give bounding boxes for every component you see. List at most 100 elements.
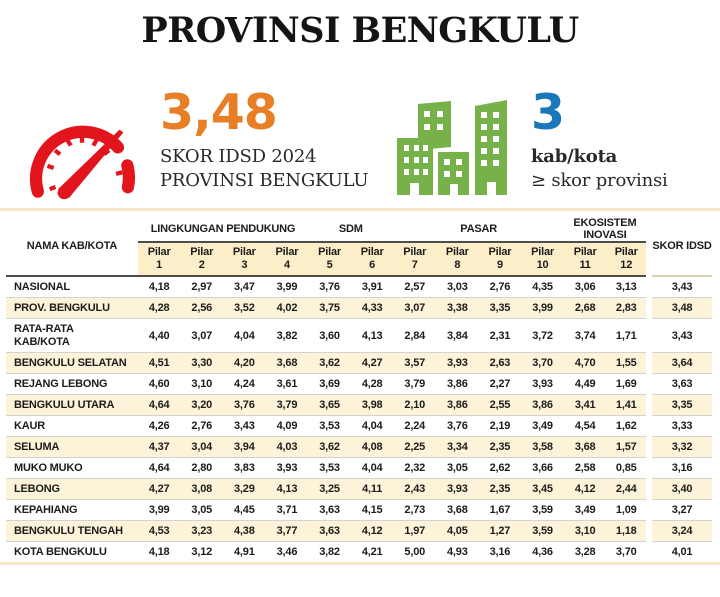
pilar-8-value: 3,03: [436, 276, 479, 298]
skor-idsd-value: 3,24: [646, 520, 712, 542]
pilar-6-value: 4,04: [350, 457, 394, 479]
pilar-3-value: 4,04: [223, 318, 266, 353]
pilar-2-value: 3,12: [191, 546, 213, 558]
pilar-10-value: 3,86: [521, 394, 564, 416]
pilar-4-value: 3,46: [276, 546, 298, 558]
pilar-8-value: 3,86: [436, 394, 479, 416]
pilar-6-value: 4,04: [350, 415, 394, 437]
table-body: NASIONAL 4,18 2,97 3,47 3,99 3,76 3,91 2,57 3,03…: [6, 276, 712, 562]
skor-idsd-value: 3,35: [646, 394, 712, 416]
pilar-8-value: 3,05: [436, 457, 479, 479]
table-row: LEBONG 4,27 3,08 3,29 4,13 3,25 4,11 2,43 3,93 2,…: [6, 478, 712, 500]
pilar-6-value: 4,08: [350, 436, 394, 458]
skor-idsd-value: 3,64: [646, 352, 712, 374]
kpi-band: 3,48 SKOR IDSD 2024 PROVINSI BENGKULU: [0, 85, 720, 205]
pilar-9-value: 2,35: [478, 478, 522, 500]
pilar-7-value: 2,73: [393, 499, 437, 521]
pilar-9-value: 2,19: [478, 415, 522, 437]
pilar-8-value: 3,84: [436, 318, 479, 353]
pilar-10-value: 3,70: [521, 352, 564, 374]
skor-idsd-value: 3,16: [646, 457, 712, 479]
pilar-4-value: 3,82: [265, 318, 309, 353]
kabkota-caption-line1: kab/kota: [531, 146, 618, 167]
pilar-4-value: 4,02: [265, 297, 309, 319]
pilar-1-value: 4,37: [137, 436, 181, 458]
pilar-4-value: 4,13: [265, 478, 309, 500]
pilar-2-value: 3,05: [180, 499, 224, 521]
pilar-5-value: 3,63: [308, 520, 351, 542]
table-row: KEPAHIANG 3,99 3,05 4,45 3,71 3,63 4,15 2,73 3,6…: [6, 499, 712, 521]
row-name: BENGKULU SELATAN: [6, 352, 138, 374]
table-header: NAMA KAB/KOTA LINGKUNGAN PENDUKUNG SDM PASA…: [6, 216, 712, 277]
pilar-7-value: 2,84: [393, 318, 437, 353]
table-row: SELUMA 4,37 3,04 3,94 4,03 3,62 4,08 2,25 3,34 2,…: [6, 436, 712, 458]
pilar-2-value: 3,07: [180, 318, 224, 353]
pilar-1-value: 4,26: [137, 415, 181, 437]
pilar-8-value: 3,38: [436, 297, 479, 319]
pilar-11-value: 3,10: [563, 520, 607, 542]
pilar-6-value: 4,33: [350, 297, 394, 319]
pilar-12-value: 1,41: [606, 394, 650, 416]
table-bottom-divider: [0, 562, 720, 565]
pilar-2-value: 3,23: [180, 520, 224, 542]
pilar-3-value: 4,38: [223, 520, 266, 542]
row-name: REJANG LEBONG: [6, 373, 138, 395]
pilar-6-value: 4,12: [350, 520, 394, 542]
table-row: BENGKULU TENGAH 4,53 3,23 4,38 3,77 3,63 4,12 1…: [6, 520, 712, 542]
kabkota-caption-line2: ≥ skor provinsi: [531, 170, 668, 191]
table-header-pilar-10: Pilar 10: [521, 241, 564, 277]
pilar-5-value: 3,63: [308, 499, 351, 521]
table-row: MUKO MUKO 4,64 2,80 3,83 3,93 3,53 4,04 2,32 3,0…: [6, 457, 712, 479]
table-top-divider: [0, 208, 720, 211]
pilar-12-value: 1,09: [606, 499, 650, 521]
pilar-3-value: 3,94: [223, 436, 266, 458]
pilar-5-value: 3,69: [308, 373, 351, 395]
pilar-5-value: 3,53: [308, 415, 351, 437]
pilar-11-value: 4,12: [563, 478, 607, 500]
pilar-7-value: 3,07: [393, 297, 437, 319]
pilar-11-value: 3,49: [563, 499, 607, 521]
pilar-2-value: 3,08: [180, 478, 224, 500]
pilar-9-value: 2,31: [478, 318, 522, 353]
pilar-5-value: 3,82: [319, 546, 340, 558]
row-name: KOTA BENGKULU: [14, 545, 107, 558]
skor-idsd-value: 3,27: [646, 499, 712, 521]
pilar-1-value: 4,64: [137, 457, 181, 479]
pilar-5-value: 3,25: [308, 478, 351, 500]
idsd-score-block: 3,48 SKOR IDSD 2024 PROVINSI BENGKULU: [160, 85, 369, 193]
pilar-11-value: 4,54: [563, 415, 607, 437]
table-header-pilar-11: Pilar 11: [563, 241, 607, 277]
pilar-10-value: 3,99: [521, 297, 564, 319]
table-row: PROV. BENGKULU 4,28 2,56 3,52 4,02 3,75 4,33 3,…: [6, 297, 712, 319]
pilar-4-value: 3,99: [265, 276, 309, 298]
skor-idsd-value: 3,43: [646, 318, 712, 353]
pilar-12-value: 0,85: [606, 457, 650, 479]
table-header-pilar-9: Pilar 9: [478, 241, 522, 277]
skor-idsd-value: 3,33: [646, 415, 712, 437]
skor-idsd-value: 3,40: [646, 478, 712, 500]
skor-idsd-value: 4,01: [646, 541, 712, 562]
pilar-11-value: 3,41: [563, 394, 607, 416]
pilar-4-value: 3,93: [265, 457, 309, 479]
pilar-5-value: 3,60: [308, 318, 351, 353]
pilar-1-value: 4,18: [137, 276, 181, 298]
pilar-9-value: 1,27: [478, 520, 522, 542]
pilar-2-value: 3,20: [180, 394, 224, 416]
table-header-pilar-2: Pilar 2: [180, 241, 224, 277]
pilar-5-value: 3,62: [308, 352, 351, 374]
table-row: BENGKULU SELATAN 4,51 3,30 4,20 3,68 3,62 4,27…: [6, 352, 712, 374]
table-group-header-pasar: PASAR: [393, 216, 564, 242]
pilar-12-value: 1,55: [606, 352, 650, 374]
pilar-7-value: 3,79: [393, 373, 437, 395]
table-header-pilar-8: Pilar 8: [436, 241, 479, 277]
pilar-3-value: 3,52: [223, 297, 266, 319]
row-name: KAUR: [6, 415, 138, 437]
speedometer-icon: [30, 125, 136, 200]
pilar-3-value: 3,76: [223, 394, 266, 416]
skor-idsd-value: 3,63: [646, 373, 712, 395]
page-title: PROVINSI BENGKULU: [141, 10, 579, 51]
pilar-11-value: 3,06: [563, 276, 607, 298]
pilar-12-value: 3,13: [606, 276, 650, 298]
idsd-score-caption-line2: PROVINSI BENGKULU: [160, 170, 369, 191]
